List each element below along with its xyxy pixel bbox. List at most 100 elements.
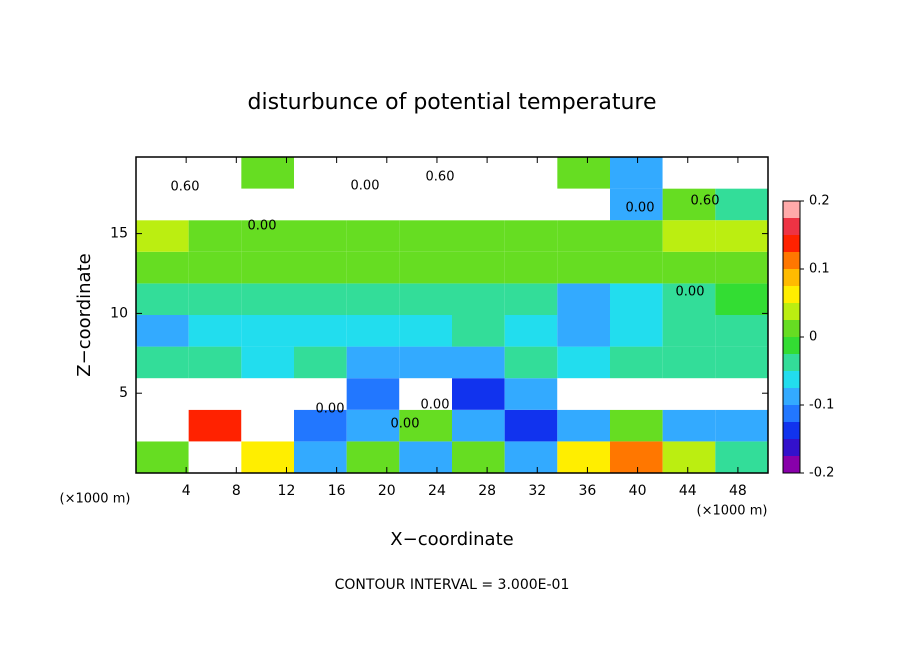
heatmap-cell [346,315,400,347]
contour-label: 0.00 [248,219,277,234]
heatmap-cell [504,378,558,410]
heatmap-cell [399,188,452,221]
heatmap-cells [136,157,768,473]
heatmap-cell [294,157,347,189]
heatmap-cell [346,409,400,442]
heatmap-cell [136,251,189,284]
heatmap-cell [610,283,663,315]
heatmap-cell [399,346,452,379]
heatmap-cell [504,441,558,473]
heatmap-cell [610,378,663,410]
heatmap-cell [346,188,400,221]
colorbar-swatch [783,354,800,371]
heatmap-cell [188,346,242,379]
plot-frame [135,156,769,474]
heatmap-cell [346,441,400,473]
heatmap-cell [241,220,294,252]
heatmap-cell [136,283,189,315]
heatmap-cell [294,188,347,221]
contour-label: 0.00 [351,179,380,194]
heatmap-cell [662,346,716,379]
colorbar-tick-label: -0.2 [809,466,834,481]
x-tick-label: 44 [679,483,697,499]
heatmap-cell [241,315,294,347]
heatmap-cell [452,188,505,221]
colorbar-swatch [783,388,800,405]
heatmap-cell [399,378,452,410]
heatmap-cell [136,409,189,442]
heatmap-cell [504,220,558,252]
heatmap-cell [557,251,610,284]
heatmap-cell [399,157,452,189]
heatmap-cell [241,346,294,379]
heatmap-cell [610,409,663,442]
x-tick-label: 28 [478,483,496,499]
heatmap-cell [715,378,768,410]
x-tick-label: 20 [378,483,396,499]
heatmap-cell [399,315,452,347]
heatmap-cell [452,251,505,284]
heatmap-cell [715,157,768,189]
contour-label: 0.60 [171,180,200,195]
heatmap-cell [715,251,768,284]
heatmap-cell [662,251,716,284]
heatmap-cell [136,188,189,221]
heatmap-cell [662,409,716,442]
y-tick-label: 10 [110,305,128,321]
y-unit: (×1000 m) [60,492,131,507]
heatmap-cell [188,220,242,252]
colorbar-swatch [783,235,800,252]
y-tick-label: 5 [119,385,128,401]
colorbar-swatch [783,320,800,337]
footer-note: CONTOUR INTERVAL = 3.000E-01 [335,577,570,593]
heatmap-cell [610,157,663,189]
x-tick-label: 36 [579,483,597,499]
heatmap-cell [504,346,558,379]
heatmap-cell [241,251,294,284]
colorbar-swatch [783,405,800,422]
heatmap-cell [136,378,189,410]
heatmap-cell [662,378,716,410]
x-tick-label: 24 [428,483,446,499]
heatmap-cell [188,283,242,315]
heatmap-cell [662,315,716,347]
heatmap-cell [241,441,294,473]
heatmap-cell [399,283,452,315]
x-unit: (×1000 m) [697,504,768,519]
heatmap-cell [610,315,663,347]
heatmap-cell [241,157,294,189]
colorbar-swatch [783,439,800,456]
x-tick-label: 48 [729,483,747,499]
heatmap-cell [294,378,347,410]
heatmap-cell [188,315,242,347]
heatmap-cell [346,220,400,252]
heatmap-cell [662,441,716,473]
heatmap-cell [504,409,558,442]
heatmap-cell [557,220,610,252]
colorbar-swatch [783,269,800,286]
heatmap-cell [294,409,347,442]
heatmap-cell [241,378,294,410]
x-tick-label: 12 [278,483,296,499]
heatmap-cell [452,283,505,315]
colorbar-swatch [783,456,800,473]
heatmap-cell [294,441,347,473]
heatmap-cell [136,441,189,473]
heatmap-cell [662,157,716,189]
contour-label: 0.00 [421,398,450,413]
heatmap-cell [452,378,505,410]
heatmap-cell [557,378,610,410]
heatmap-cell [399,251,452,284]
heatmap-cell [136,346,189,379]
heatmap-cell [715,315,768,347]
colorbar-swatch [783,337,800,354]
x-tick-label: 4 [182,483,191,499]
heatmap-cell [610,441,663,473]
heatmap-cell [188,441,242,473]
heatmap-cell [715,283,768,315]
colorbar-tick-label: 0.1 [809,262,830,277]
heatmap-cell [452,346,505,379]
heatmap-cell [557,346,610,379]
x-axis-label: X−coordinate [390,529,513,550]
